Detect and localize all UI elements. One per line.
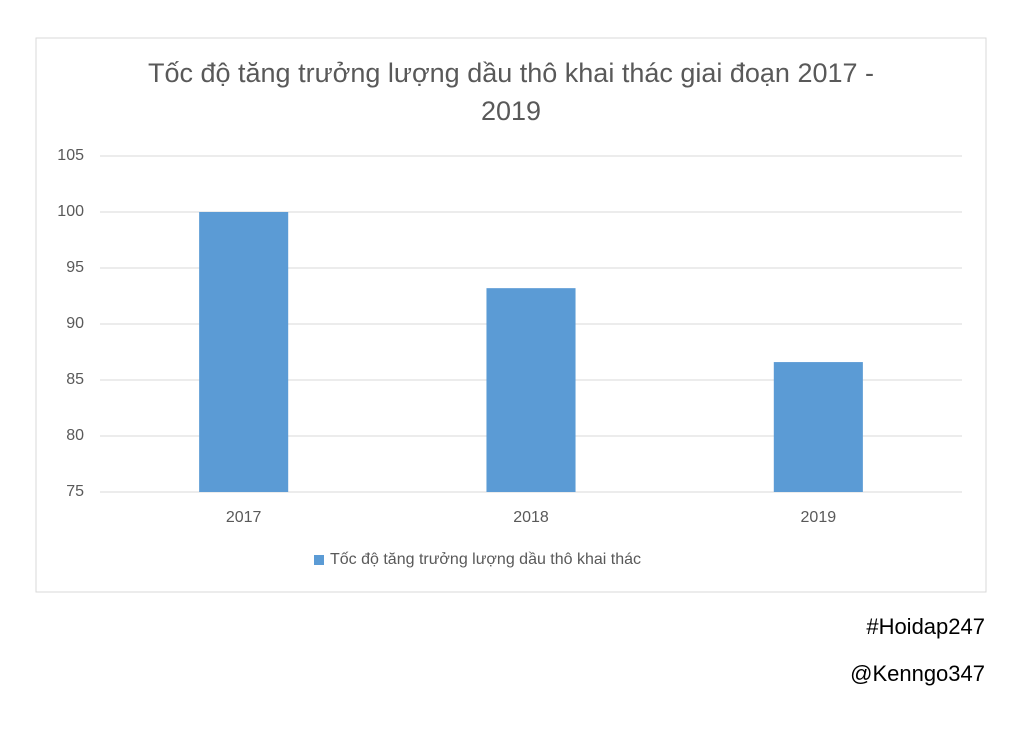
x-tick-label: 2019 (801, 509, 837, 526)
y-tick-label: 105 (57, 147, 84, 164)
y-tick-label: 100 (57, 203, 84, 220)
y-tick-label: 75 (66, 483, 84, 500)
chart-title: Tốc độ tăng trưởng lượng dầu thô khai th… (147, 58, 875, 126)
bar (199, 212, 289, 492)
y-tick-label: 90 (66, 315, 84, 332)
annotation: @Kenngo347 (850, 661, 985, 686)
x-tick-label: 2017 (226, 509, 262, 526)
y-tick-label: 80 (66, 427, 84, 444)
x-tick-label: 2018 (513, 509, 549, 526)
bar (486, 288, 576, 492)
bar (773, 362, 863, 492)
legend-swatch (314, 555, 324, 565)
annotation: #Hoidap247 (866, 614, 985, 639)
y-tick-label: 95 (66, 259, 84, 276)
y-tick-label: 85 (66, 371, 84, 388)
legend-label: Tốc độ tăng trưởng lượng dầu thô khai th… (330, 551, 641, 568)
title-box: Tốc độ tăng trưởng lượng dầu thô khai th… (147, 58, 875, 126)
